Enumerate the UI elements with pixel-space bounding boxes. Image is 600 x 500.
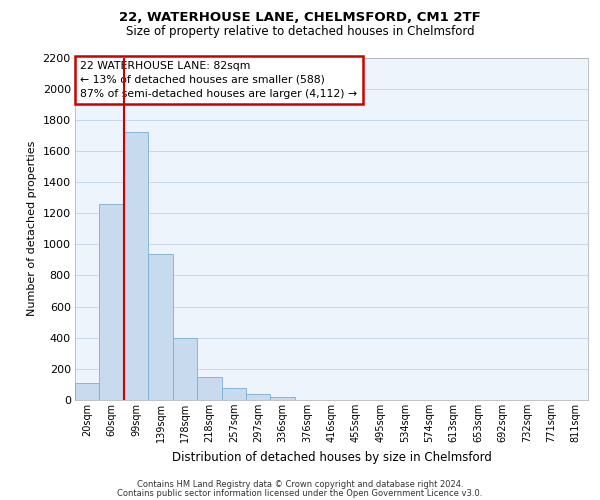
Bar: [124, 132, 148, 400]
Y-axis label: Number of detached properties: Number of detached properties: [27, 141, 37, 316]
Bar: [221, 388, 246, 400]
Bar: [75, 383, 100, 400]
Bar: [246, 394, 271, 400]
Bar: [197, 376, 221, 400]
Text: 22 WATERHOUSE LANE: 82sqm
← 13% of detached houses are smaller (588)
87% of semi: 22 WATERHOUSE LANE: 82sqm ← 13% of detac…: [80, 61, 357, 99]
Bar: [100, 204, 124, 400]
X-axis label: Distribution of detached houses by size in Chelmsford: Distribution of detached houses by size …: [172, 450, 491, 464]
Bar: [148, 254, 173, 400]
Text: Size of property relative to detached houses in Chelmsford: Size of property relative to detached ho…: [125, 25, 475, 38]
Bar: [271, 397, 295, 400]
Text: Contains public sector information licensed under the Open Government Licence v3: Contains public sector information licen…: [118, 488, 482, 498]
Text: Contains HM Land Registry data © Crown copyright and database right 2024.: Contains HM Land Registry data © Crown c…: [137, 480, 463, 489]
Text: 22, WATERHOUSE LANE, CHELMSFORD, CM1 2TF: 22, WATERHOUSE LANE, CHELMSFORD, CM1 2TF: [119, 11, 481, 24]
Bar: [173, 338, 197, 400]
